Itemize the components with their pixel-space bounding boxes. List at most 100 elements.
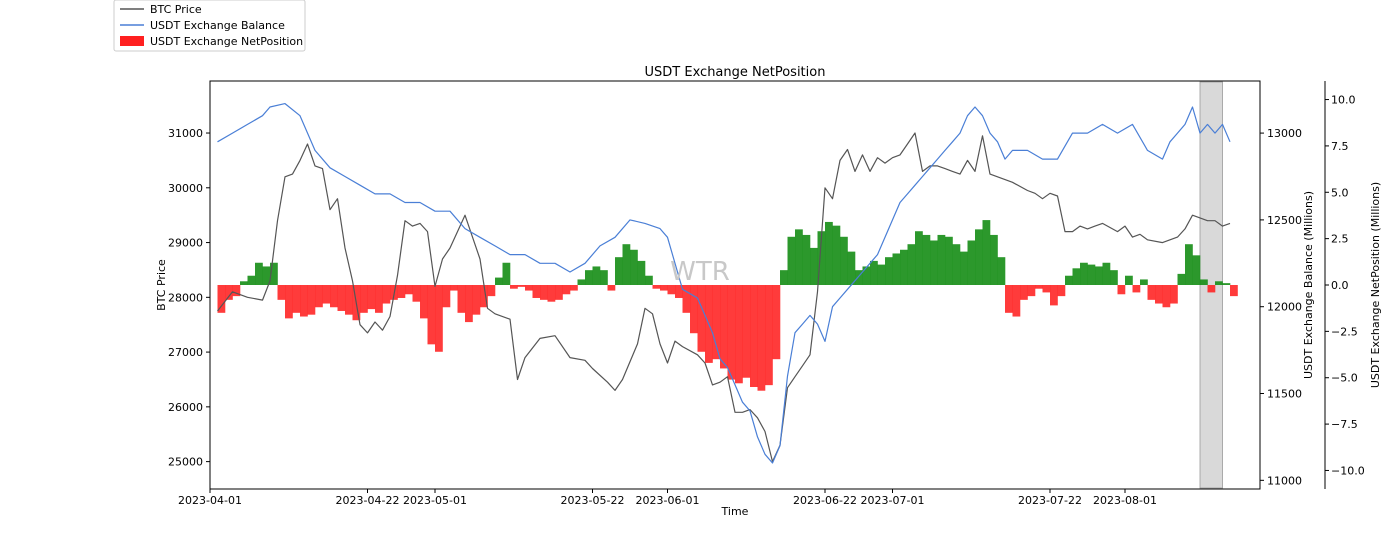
netposition-bar — [1065, 275, 1073, 285]
netposition-bar — [1125, 275, 1133, 285]
y-right2-tick-label: 2.5 — [1331, 233, 1349, 246]
netposition-bar — [645, 275, 653, 285]
netposition-bar — [1117, 285, 1126, 295]
netposition-bar — [345, 285, 353, 315]
netposition-bar — [1035, 285, 1043, 289]
netposition-bar — [1132, 285, 1141, 293]
legend-label: BTC Price — [150, 3, 202, 16]
netposition-bar — [337, 285, 346, 311]
netposition-bar — [1005, 285, 1013, 313]
netposition-bar — [1140, 279, 1148, 285]
netposition-bar — [772, 285, 781, 360]
netposition-bar — [855, 270, 863, 285]
netposition-bar — [802, 234, 811, 285]
netposition-bar — [217, 285, 226, 313]
netposition-bar — [1095, 266, 1103, 285]
netposition-bar — [495, 277, 503, 285]
netposition-bar — [615, 257, 623, 285]
y-right2-tick-label: −10.0 — [1331, 464, 1365, 477]
netposition-bar — [592, 266, 601, 285]
netposition-bar — [1177, 273, 1186, 285]
y-right2-tick-label: −7.5 — [1331, 418, 1358, 431]
y-right-tick-label: 11500 — [1267, 388, 1302, 401]
netposition-bar — [277, 285, 286, 300]
netposition-bar — [930, 240, 938, 285]
netposition-bar — [690, 285, 698, 334]
netposition-bar — [307, 285, 316, 315]
legend-box — [113, 0, 306, 52]
netposition-bar — [510, 285, 518, 289]
netposition-bar — [1087, 264, 1096, 285]
netposition-bar — [607, 285, 616, 291]
y-left-tick-label: 25000 — [168, 456, 203, 469]
netposition-bar — [1147, 285, 1156, 300]
y-left-tick-label: 29000 — [168, 237, 203, 250]
netposition-bar — [1050, 285, 1058, 306]
chart-title: USDT Exchange NetPosition — [645, 65, 826, 80]
netposition-bar — [735, 285, 743, 384]
btc-price-line — [217, 132, 1231, 463]
netposition-bar — [630, 249, 638, 285]
netposition-bar — [547, 285, 556, 302]
netposition-bar — [570, 285, 578, 291]
netposition-bar — [1042, 285, 1051, 293]
netposition-bar — [1072, 268, 1081, 285]
netposition-bar — [750, 285, 758, 387]
netposition-bar — [712, 285, 721, 360]
netposition-bar — [975, 229, 983, 285]
netposition-bar — [885, 257, 893, 285]
netposition-bar — [585, 270, 593, 285]
y-left-tick-label: 30000 — [168, 182, 203, 195]
netposition-bar — [660, 285, 668, 291]
netposition-bar — [1200, 279, 1208, 285]
netposition-bar — [862, 266, 871, 285]
netposition-bar — [757, 285, 766, 391]
netposition-bar — [487, 285, 496, 297]
netposition-bar — [870, 260, 878, 285]
y-right2-tick-label: 7.5 — [1331, 140, 1349, 153]
netposition-bar — [330, 285, 338, 308]
legend-label: USDT Exchange NetPosition — [150, 35, 303, 48]
netposition-bar — [877, 264, 886, 285]
y-right2-tick-label: 5.0 — [1331, 186, 1349, 199]
x-tick-label: 2023-04-22 — [336, 494, 400, 507]
netposition-bar — [285, 285, 293, 319]
netposition-bar — [787, 236, 796, 285]
y-left-tick-label: 27000 — [168, 346, 203, 359]
netposition-bar — [480, 285, 488, 308]
y-right2-tick-label: −2.5 — [1331, 325, 1358, 338]
netposition-bar — [832, 225, 841, 285]
netposition-bar — [525, 285, 533, 291]
netposition-bar — [967, 240, 976, 285]
netposition-bar — [952, 244, 961, 285]
netposition-bar — [427, 285, 436, 345]
netposition-bar — [907, 244, 916, 285]
netposition-bar — [637, 260, 646, 285]
netposition-bar — [577, 279, 586, 285]
netposition-bar — [562, 285, 571, 295]
netposition-bar — [1020, 285, 1028, 300]
y-right-tick-label: 12500 — [1267, 214, 1302, 227]
netposition-bar — [795, 229, 803, 285]
netposition-bar — [937, 234, 946, 285]
netposition-bar — [780, 270, 788, 285]
x-tick-label: 2023-08-01 — [1093, 494, 1157, 507]
y-left-tick-label: 26000 — [168, 401, 203, 414]
netposition-bar — [300, 285, 308, 317]
netposition-bar — [382, 285, 391, 304]
netposition-bar — [727, 285, 736, 380]
netposition-bar — [960, 251, 968, 285]
netposition-bar — [532, 285, 541, 298]
netposition-bar — [1215, 281, 1223, 285]
netposition-bar — [682, 285, 691, 313]
netposition-bar — [1192, 255, 1201, 285]
netposition-bar — [1230, 285, 1238, 297]
x-tick-label: 2023-06-01 — [636, 494, 700, 507]
x-tick-label: 2023-05-22 — [561, 494, 625, 507]
netposition-bar — [1155, 285, 1163, 304]
usdt-balance-line — [217, 103, 1231, 464]
netposition-bar — [420, 285, 428, 319]
netposition-bar — [675, 285, 683, 298]
